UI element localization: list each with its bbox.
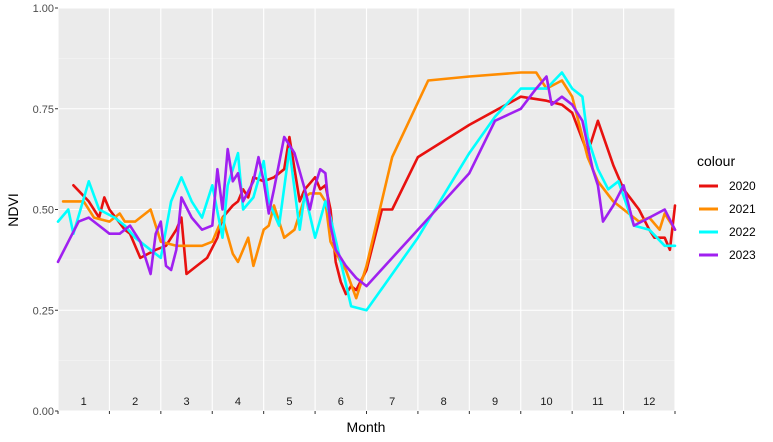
x-tick-label: 7 (389, 396, 395, 408)
series-line-2022 (56, 71, 677, 312)
legend-items: 2020 2021 2022 2023 (699, 179, 756, 262)
legend-title: colour (697, 153, 735, 169)
legend-label-2022: 2022 (729, 225, 756, 239)
y-tick-label: 0.75 (33, 104, 54, 116)
legend: colour 2020 2021 2022 2023 (697, 153, 756, 262)
x-tick-label: 5 (286, 396, 292, 408)
x-tick-label: 12 (643, 396, 655, 408)
x-tick-label: 6 (338, 396, 344, 408)
series-line-2023 (56, 75, 677, 288)
y-axis-title: NDVI (5, 193, 21, 226)
y-tick-label: 1.00 (33, 3, 54, 15)
legend-label-2021: 2021 (729, 202, 756, 216)
x-axis-ticks: 1 2 3 4 5 6 7 8 9 10 11 12 (57, 396, 676, 414)
x-axis-title: Month (347, 419, 386, 435)
x-tick-label: 10 (540, 396, 552, 408)
legend-label-2020: 2020 (729, 179, 756, 193)
y-tick-label: 0.00 (33, 406, 54, 418)
x-tick-label: 2 (132, 396, 138, 408)
y-tick-label: 0.50 (33, 205, 54, 217)
x-tick-label: 1 (81, 396, 87, 408)
y-axis-ticks: 0.00 0.25 0.50 0.75 1.00 (33, 3, 58, 418)
series-line-2021 (61, 71, 677, 300)
x-tick-label: 11 (592, 396, 603, 408)
x-tick-label: 9 (492, 396, 498, 408)
legend-label-2023: 2023 (729, 248, 756, 262)
y-tick-label: 0.25 (33, 305, 54, 317)
x-tick-label: 8 (441, 396, 447, 408)
x-tick-label: 3 (183, 396, 189, 408)
x-tick-label: 4 (235, 396, 241, 408)
series-lines (56, 71, 677, 312)
